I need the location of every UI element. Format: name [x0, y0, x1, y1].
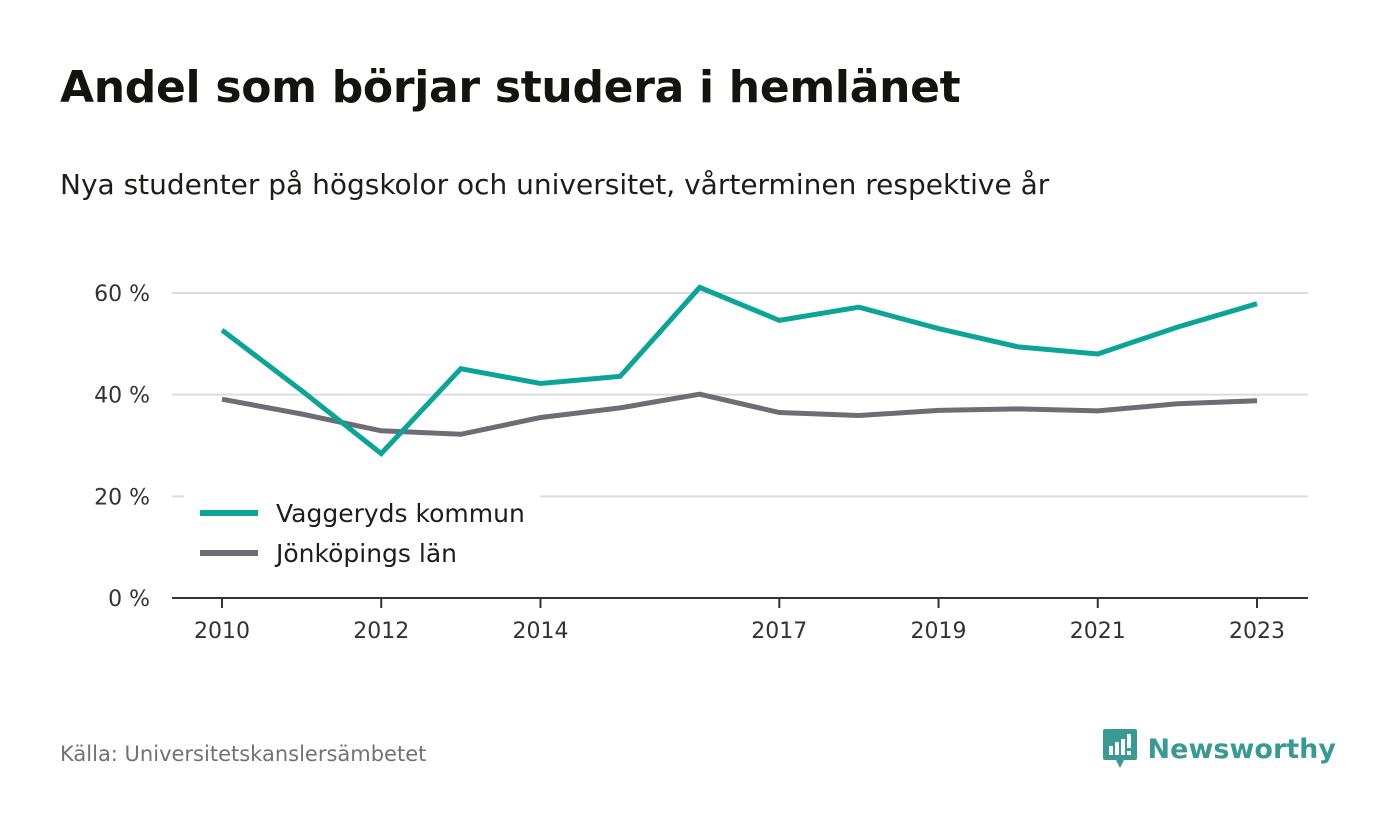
legend-label: Vaggeryds kommun: [276, 499, 525, 528]
y-tick-label: 40 %: [94, 384, 150, 409]
newsworthy-logo-icon: [1102, 729, 1137, 768]
chart-title: Andel som börjar studera i hemlänet: [60, 62, 961, 113]
chart-subtitle: Nya studenter på högskolor och universit…: [60, 168, 1050, 201]
x-tick-label: 2012: [353, 619, 409, 644]
series-lines: [220, 284, 1258, 457]
gridlines: [172, 292, 1308, 498]
y-tick-label: 0 %: [108, 587, 150, 612]
brand-name: Newsworthy: [1147, 733, 1336, 765]
legend-background: [184, 493, 540, 589]
x-tick-label: 2021: [1070, 619, 1126, 644]
source-note: Källa: Universitetskanslersämbetet: [60, 742, 427, 766]
series-line: [221, 391, 1258, 437]
x-axis: 2010 2012 2014 2017 2019 2021 2023: [172, 597, 1308, 644]
x-tick-label: 2019: [911, 619, 967, 644]
line-chart: 0 % 20 % 40 % 60 % 2010 2012 2014 2017 2019 2021…: [94, 282, 1308, 644]
x-tick-label: 2017: [751, 619, 807, 644]
y-axis-ticks: 0 % 20 % 40 % 60 %: [94, 282, 150, 612]
y-tick-label: 60 %: [94, 282, 150, 307]
y-tick-label: 20 %: [94, 485, 150, 510]
legend: Vaggeryds kommun Jönköpings län: [184, 493, 540, 589]
brand-logo[interactable]: Newsworthy: [1102, 728, 1336, 770]
x-tick-label: 2023: [1229, 619, 1285, 644]
legend-label: Jönköpings län: [274, 539, 457, 568]
series-line: [220, 284, 1258, 457]
x-tick-label: 2010: [194, 619, 250, 644]
x-tick-label: 2014: [512, 619, 568, 644]
